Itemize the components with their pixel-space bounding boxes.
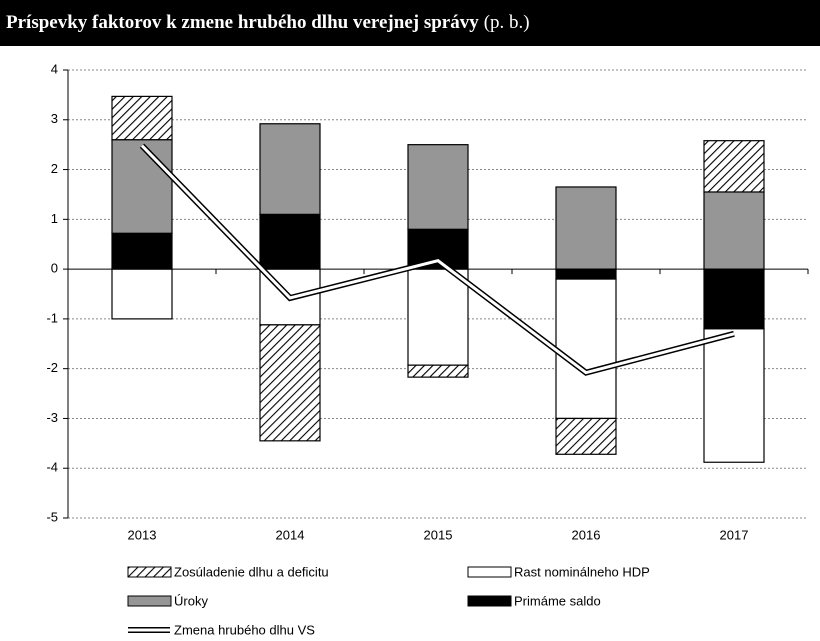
bar-segment — [407, 268, 469, 366]
y-tick-label: -4 — [46, 460, 58, 475]
legend-swatch — [127, 566, 172, 578]
y-tick-label: 4 — [51, 61, 58, 76]
chart-title: Príspevky faktorov k zmene hrubého dlhu … — [6, 12, 530, 33]
legend-label: Primáme saldo — [514, 593, 601, 608]
legend-label: Rast nominálneho HDP — [514, 564, 650, 579]
x-tick-label: 2014 — [276, 527, 305, 542]
x-tick-label: 2013 — [128, 527, 157, 542]
y-tick-label: 3 — [51, 111, 58, 126]
subtitle: (p. b.) — [484, 12, 530, 33]
bar-segment — [111, 268, 173, 320]
legend-swatch — [467, 595, 512, 607]
line — [140, 144, 735, 375]
x-tick-label: 2016 — [572, 527, 601, 542]
y-tick-label: -3 — [46, 410, 58, 425]
title: Príspevky faktorov k zmene hrubého dlhu … — [6, 12, 479, 33]
bar-segment — [703, 268, 765, 330]
bar-segment — [111, 95, 173, 141]
y-tick-label: -2 — [46, 360, 58, 375]
y-tick-label: 2 — [51, 161, 58, 176]
bar-segment — [259, 123, 321, 215]
bar-segment — [703, 140, 765, 193]
title-bar — [0, 0, 820, 46]
bar-segment — [703, 328, 765, 463]
bar-segment — [555, 186, 617, 270]
bar-segment — [407, 364, 469, 378]
bar-segment — [407, 144, 469, 230]
bar-segment — [259, 213, 321, 270]
bar-segment — [111, 139, 173, 234]
y-tick-label: 0 — [51, 261, 58, 276]
legend-label: Zosúladenie dlhu a deficitu — [174, 564, 329, 579]
legend-swatch — [467, 566, 512, 578]
legend-swatch — [127, 595, 172, 607]
x-tick-label: 2017 — [720, 527, 749, 542]
y-tick-label: 1 — [51, 211, 58, 226]
bar-segment — [555, 268, 617, 280]
bar-segment — [111, 232, 173, 270]
bar-segment — [703, 191, 765, 270]
legend-label: Zmena hrubého dlhu VS — [174, 622, 315, 637]
y-tick-label: -5 — [46, 509, 58, 524]
bar-segment — [555, 417, 617, 455]
bar-segment — [259, 324, 321, 442]
legend-label: Úroky — [174, 593, 208, 608]
x-tick-label: 2015 — [424, 527, 453, 542]
y-tick-label: -1 — [46, 310, 58, 325]
bar-segment — [555, 278, 617, 420]
